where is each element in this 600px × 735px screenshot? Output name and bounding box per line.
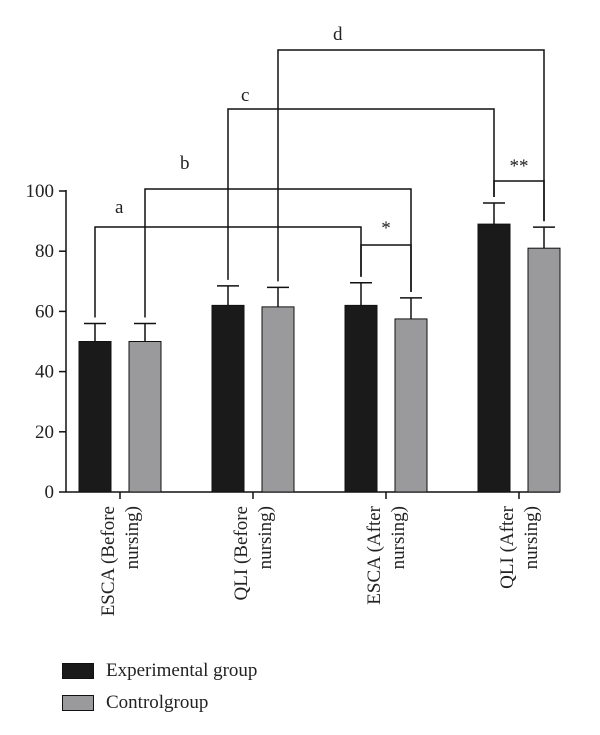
x-tick-label: ESCA (Before nursing) <box>98 506 143 616</box>
significance-label: d <box>333 24 343 45</box>
y-tick-label: 80 <box>35 241 54 262</box>
y-tick-label: 20 <box>35 422 54 443</box>
legend-item-control: Controlgroup <box>62 690 257 716</box>
bar <box>527 247 561 493</box>
y-tick-label: 60 <box>35 301 54 322</box>
bar <box>78 341 112 493</box>
x-tick-label: QLI (Before nursing) <box>231 506 276 600</box>
significance-label: ** <box>510 156 529 177</box>
significance-bracket <box>360 244 412 292</box>
x-tick-label-line: QLI (After <box>497 505 518 588</box>
legend-label-experimental: Experimental group <box>106 660 258 681</box>
bar <box>344 304 378 493</box>
x-tick-label-line: ESCA (After <box>364 505 385 604</box>
y-tick-label: 100 <box>26 181 55 202</box>
bar <box>211 304 245 493</box>
significance-bracket <box>277 49 545 282</box>
bar <box>128 341 162 493</box>
x-tick-label-line: ESCA (Before <box>98 506 119 616</box>
y-tick-label: 40 <box>35 362 54 383</box>
bar <box>394 318 428 493</box>
y-tick-label: 0 <box>45 482 55 503</box>
x-tick-label: QLI (After nursing) <box>497 505 542 588</box>
significance-label: b <box>180 153 190 174</box>
legend-swatch-control <box>62 695 94 711</box>
legend-item-experimental: Experimental group <box>62 658 257 684</box>
bar <box>477 223 511 493</box>
significance-bracket <box>493 180 545 222</box>
bar <box>261 306 295 493</box>
legend: Experimental group Controlgroup <box>62 658 257 722</box>
significance-bracket <box>227 108 495 280</box>
x-tick-label-line: QLI (Before <box>231 506 252 600</box>
significance-label: c <box>241 85 249 106</box>
x-tick-label: ESCA (After nursing) <box>364 505 409 604</box>
x-tick-label-line: nursing) <box>388 506 409 569</box>
significance-label: * <box>381 218 391 239</box>
x-tick-label-line: nursing) <box>122 506 143 569</box>
x-tick-label-line: nursing) <box>521 506 542 569</box>
legend-label-control: Controlgroup <box>106 692 209 713</box>
x-tick-label-line: nursing) <box>255 506 276 569</box>
legend-swatch-experimental <box>62 663 94 679</box>
significance-label: a <box>115 197 124 218</box>
